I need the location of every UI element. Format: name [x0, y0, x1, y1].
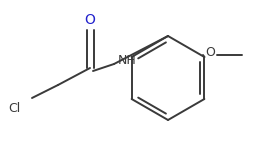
- Text: NH: NH: [118, 54, 136, 66]
- Text: O: O: [205, 45, 215, 58]
- Text: Cl: Cl: [8, 102, 20, 114]
- Text: O: O: [84, 13, 95, 27]
